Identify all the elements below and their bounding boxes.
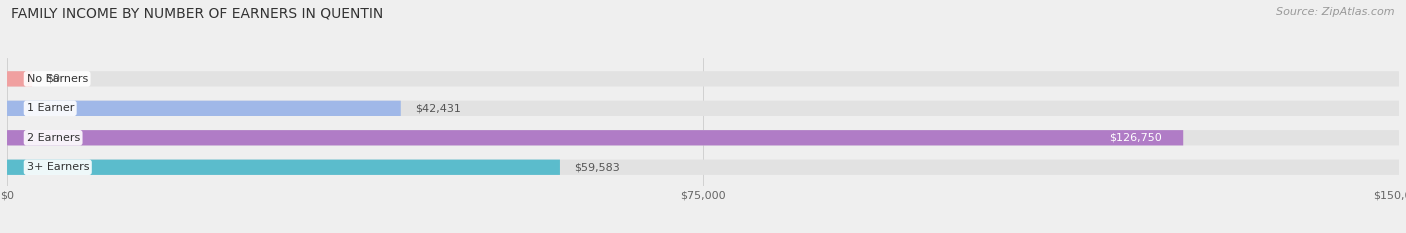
FancyBboxPatch shape xyxy=(7,101,401,116)
Text: $59,583: $59,583 xyxy=(574,162,620,172)
FancyBboxPatch shape xyxy=(7,160,1399,175)
Text: 2 Earners: 2 Earners xyxy=(27,133,80,143)
FancyBboxPatch shape xyxy=(7,160,560,175)
FancyBboxPatch shape xyxy=(7,130,1399,145)
Text: No Earners: No Earners xyxy=(27,74,87,84)
Text: $42,431: $42,431 xyxy=(415,103,461,113)
FancyBboxPatch shape xyxy=(7,130,1184,145)
Text: 1 Earner: 1 Earner xyxy=(27,103,75,113)
Text: Source: ZipAtlas.com: Source: ZipAtlas.com xyxy=(1277,7,1395,17)
Text: FAMILY INCOME BY NUMBER OF EARNERS IN QUENTIN: FAMILY INCOME BY NUMBER OF EARNERS IN QU… xyxy=(11,7,384,21)
FancyBboxPatch shape xyxy=(7,101,1399,116)
FancyBboxPatch shape xyxy=(7,71,1399,86)
Text: $0: $0 xyxy=(46,74,60,84)
Text: 3+ Earners: 3+ Earners xyxy=(27,162,89,172)
FancyBboxPatch shape xyxy=(7,71,32,86)
Text: $126,750: $126,750 xyxy=(1109,133,1163,143)
